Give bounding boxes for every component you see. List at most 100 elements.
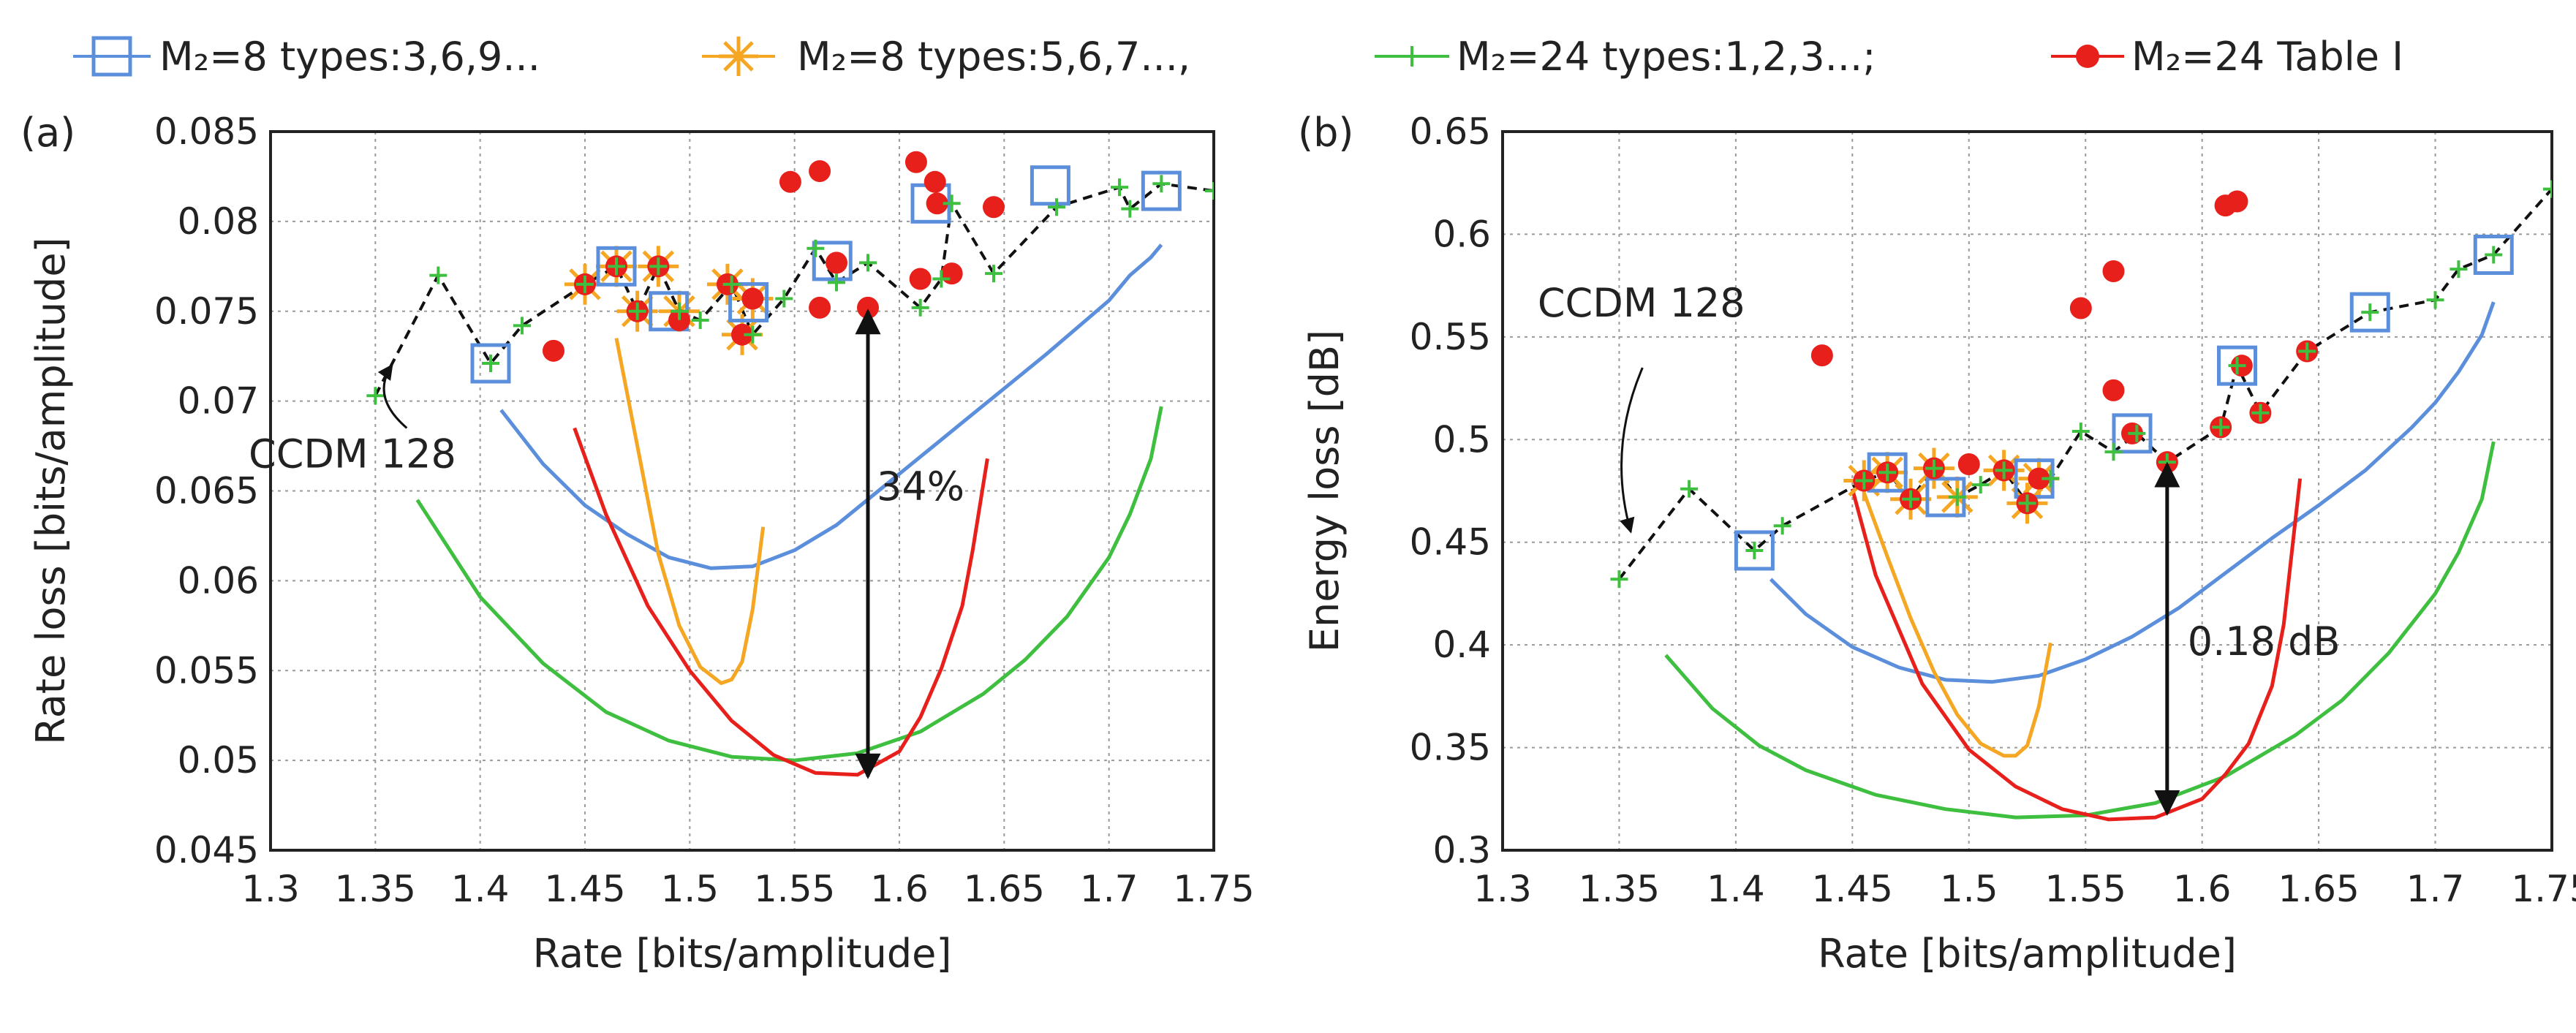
dot-marker <box>2102 379 2125 401</box>
dot-marker <box>2069 297 2092 319</box>
y-tick-label: 0.55 <box>1410 316 1491 358</box>
plus-marker <box>2212 418 2230 436</box>
ccdm-arrow <box>377 363 408 429</box>
plus-marker <box>932 270 951 288</box>
y-axis-label: Rate loss [bits/amplitude] <box>28 237 74 744</box>
y-tick-label: 0.5 <box>1432 418 1491 461</box>
dot-marker <box>1810 344 1833 367</box>
ccdm-arrow <box>1620 367 1644 534</box>
series-curve <box>1862 492 2052 758</box>
plus-marker <box>2041 469 2060 488</box>
y-tick-label: 0.4 <box>1432 624 1491 666</box>
square-marker <box>2473 235 2514 276</box>
square-marker <box>1030 165 1070 206</box>
square-marker <box>812 241 853 281</box>
gap-annotation: 0.18 dB <box>2188 618 2341 665</box>
x-axis-label: Rate [bits/amplitude] <box>533 931 952 977</box>
plus-marker <box>2228 357 2246 375</box>
square-marker <box>2217 345 2257 386</box>
plus-marker <box>1610 570 1628 589</box>
y-tick-label: 0.075 <box>154 290 259 333</box>
plus-marker <box>2071 423 2090 441</box>
plus-marker <box>2361 303 2379 322</box>
x-tick-label: 1.6 <box>2173 868 2232 910</box>
plus-marker <box>2543 180 2552 198</box>
legend-item-m2-24-table-i: M₂=24 Table I <box>2051 34 2403 80</box>
plot-frame <box>1501 130 2553 852</box>
series-curve <box>499 243 1163 570</box>
plus-marker <box>1121 200 1139 218</box>
plus-marker <box>2426 291 2444 309</box>
plus-marker <box>1948 488 1966 506</box>
plus-marker <box>1152 175 1171 193</box>
dot-marker <box>809 160 831 183</box>
square-marker <box>2112 413 2153 454</box>
series-curve <box>415 406 1163 763</box>
plus-marker <box>985 265 1002 283</box>
plus-marker <box>608 257 625 276</box>
legend-label: M₂=24 Table I <box>2131 34 2403 80</box>
dot-marker <box>2102 260 2125 282</box>
y-tick-label: 0.45 <box>1410 521 1491 564</box>
plus-marker <box>2485 246 2503 264</box>
plus-marker <box>2251 404 2270 422</box>
x-tick-label: 1.35 <box>1579 868 1660 910</box>
x-tick-label: 1.7 <box>2406 868 2465 910</box>
plus-marker <box>1995 461 2013 480</box>
y-tick-label: 0.055 <box>154 649 259 692</box>
y-tick-label: 0.065 <box>154 470 259 512</box>
square-marker <box>596 246 637 287</box>
legend-item-m2-8-types-3-6-9: M₂=8 types:3,6,9... <box>73 34 540 80</box>
y-tick-label: 0.045 <box>154 829 259 871</box>
dot-marker <box>741 287 764 310</box>
x-tick-label: 1.5 <box>1940 868 1998 910</box>
dot-marker <box>826 251 847 274</box>
plus-marker <box>576 275 594 293</box>
plus-marker <box>429 266 447 284</box>
plus-marker <box>1773 517 1791 535</box>
plus-marker <box>911 298 929 317</box>
plus-marker <box>1680 480 1699 498</box>
x-tick-label: 1.6 <box>870 868 929 910</box>
dot-marker <box>983 196 1005 219</box>
plus-marker <box>671 302 688 320</box>
legend-dot-icon <box>2076 45 2099 68</box>
x-tick-label: 1.5 <box>661 868 719 910</box>
plus-marker <box>1855 472 1873 490</box>
series-curve <box>573 427 989 777</box>
plus-marker <box>859 254 877 272</box>
x-tick-label: 1.3 <box>1473 868 1532 910</box>
dot-marker <box>779 170 801 193</box>
plus-marker <box>722 275 741 293</box>
plus-marker <box>744 325 762 344</box>
x-tick-label: 1.75 <box>1173 868 1254 910</box>
y-tick-label: 0.35 <box>1410 727 1491 769</box>
plus-marker <box>2104 443 2123 461</box>
x-tick-label: 1.55 <box>754 868 835 910</box>
square-marker <box>728 281 769 322</box>
plus-marker <box>1111 178 1128 197</box>
series-curve <box>1850 478 2303 822</box>
square-marker <box>470 343 511 384</box>
square-marker <box>1734 530 1775 571</box>
plus-marker <box>1971 476 1990 494</box>
plus-marker <box>513 317 531 335</box>
plus-marker <box>1205 182 1214 200</box>
plus-marker <box>1048 198 1065 216</box>
dot-marker <box>1957 453 1980 475</box>
plus-marker <box>1878 463 1897 482</box>
plus-marker <box>775 290 793 308</box>
plus-marker <box>1902 490 1920 508</box>
plus-marker <box>2128 424 2146 442</box>
legend-item-m2-24-types-1-2-3: M₂=24 types:1,2,3...; <box>1375 34 1876 80</box>
y-tick-label: 0.3 <box>1432 829 1491 871</box>
ccdm-annotation: CCDM 128 <box>249 431 456 477</box>
dot-marker <box>809 296 831 319</box>
x-tick-label: 1.3 <box>241 868 300 910</box>
x-axis-label: Rate [bits/amplitude] <box>1818 931 2237 977</box>
dot-marker <box>940 262 963 285</box>
x-tick-label: 1.45 <box>1812 868 1893 910</box>
plot-area <box>366 151 1214 777</box>
gap-annotation: 34% <box>877 463 964 510</box>
